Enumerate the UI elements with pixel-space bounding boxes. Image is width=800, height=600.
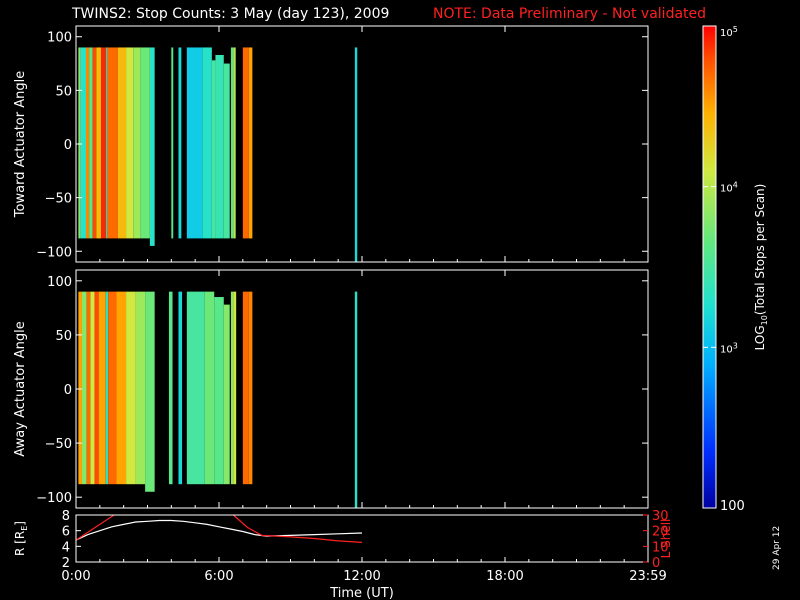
heatmap-cell: [101, 47, 106, 239]
heatmap-cell: [204, 291, 215, 485]
y-tick-label: 4: [62, 540, 70, 555]
heatmap-cell: [168, 291, 173, 485]
chart-title: TWINS2: Stop Counts: 3 May (day 123), 20…: [72, 6, 390, 22]
lshell-line: [76, 515, 115, 541]
heatmap-cell: [140, 47, 150, 239]
heatmap-cell: [354, 291, 358, 508]
lshell-line: [232, 515, 363, 543]
x-tick-label: 18:00: [486, 569, 523, 584]
y2-axis-label: L Shell: [659, 519, 673, 559]
heatmap-cell: [223, 63, 230, 239]
heatmap-cell: [86, 47, 90, 239]
heatmap-cell: [108, 291, 117, 485]
date-stamp: 29 Apr 12: [772, 525, 782, 570]
y-axis-label: R [RE]: [13, 521, 29, 556]
heatmap-cell: [186, 47, 203, 239]
colorbar-gradient: [703, 26, 716, 508]
heatmap-cell: [80, 47, 87, 239]
heatmap-cell: [105, 291, 109, 485]
y2-tick-label: 20: [652, 525, 669, 540]
heatmap-cell: [78, 291, 82, 485]
toward-angle-panel: 100 50 0 −50 −100 Toward Actuator Angle: [13, 25, 649, 263]
colorbar-tick-label: 105: [720, 25, 738, 39]
heatmap-cell: [90, 291, 95, 485]
colorbar: 105 104 103 100 LOG10(Total Stops per Scan): [702, 25, 769, 514]
heatmap-cell: [78, 47, 81, 239]
heatmap-cell: [248, 47, 253, 239]
y-axis-label: Away Actuator Angle: [13, 321, 28, 456]
x-tick-label: 12:00: [343, 569, 380, 584]
x-tick-label: 23:59: [629, 569, 666, 584]
heatmap-cell: [116, 291, 127, 485]
y-tick-label: −100: [36, 245, 72, 260]
radius-line: [76, 519, 363, 541]
heatmap-cell: [126, 291, 136, 485]
away-angle-panel: 100 50 0 −50 −100 Away Actuator Angle: [13, 269, 649, 509]
colorbar-tick-label: 103: [720, 341, 738, 355]
heatmap-cell: [98, 291, 106, 485]
y-tick-label: 8: [62, 509, 70, 524]
heatmap-cell: [178, 291, 183, 485]
y-tick-label: 0: [64, 383, 72, 398]
x-axis-label: Time (UT): [329, 586, 394, 600]
colorbar-tick-label: 100: [720, 499, 745, 514]
heatmap-cell: [106, 47, 118, 239]
heatmap-cell: [105, 47, 108, 239]
y-tick-label: −50: [45, 192, 72, 207]
y2-tick-label: 0: [652, 556, 660, 571]
y-tick-label: 50: [55, 329, 72, 344]
y-tick-label: −100: [36, 491, 72, 506]
y-tick-label: 100: [47, 275, 72, 290]
heatmap-cell: [81, 291, 87, 485]
heatmap-cell: [214, 297, 224, 485]
heatmap-cell: [171, 47, 174, 239]
colorbar-frame: [702, 25, 717, 509]
heatmap-cell: [92, 47, 97, 239]
heatmap-cell: [96, 47, 102, 239]
heatmap-cell: [149, 47, 155, 246]
y-axis-label: Toward Actuator Angle: [13, 71, 28, 218]
heatmap-cell: [233, 47, 236, 239]
heatmap-cell: [126, 47, 134, 239]
heatmap-cell: [186, 291, 205, 485]
x-tick-label: 6:00: [204, 569, 233, 584]
panel-frame: [75, 269, 649, 509]
heatmap-cell: [230, 47, 234, 239]
heatmap-cell: [202, 47, 212, 239]
heatmap-cell: [223, 304, 230, 485]
colorbar-tick-label: 104: [720, 181, 738, 195]
heatmap-cell: [233, 291, 237, 485]
y-tick-label: −50: [45, 437, 72, 452]
heatmap-cell: [94, 291, 99, 485]
panel-frame: [75, 25, 649, 263]
heatmap-cell: [178, 47, 182, 239]
panel-frame: [75, 514, 649, 563]
heatmap-cell: [145, 291, 155, 492]
heatmap-cell: [86, 291, 91, 485]
y2-tick-label: 10: [652, 540, 669, 555]
y-tick-label: 0: [64, 138, 72, 153]
preliminary-note: NOTE: Data Preliminary - Not validated: [433, 6, 707, 22]
heatmap-cell: [242, 291, 249, 485]
heatmap-cell: [242, 47, 249, 239]
heatmap-cell: [211, 60, 216, 239]
heatmap-cell: [248, 291, 253, 485]
y-tick-label: 100: [47, 31, 72, 46]
heatmap-cell: [89, 47, 93, 239]
x-tick-label: 0:00: [61, 569, 90, 584]
heatmap-cell: [230, 291, 234, 485]
heatmap-cell: [133, 47, 141, 239]
colorbar-label: LOG10(Total Stops per Scan): [753, 184, 769, 351]
heatmap-cell: [354, 47, 358, 262]
heatmap-cell: [215, 54, 224, 239]
y-tick-label: 6: [62, 525, 70, 540]
y2-tick-label: 30: [652, 509, 669, 524]
heatmap-cell: [135, 291, 146, 485]
heatmap-cell: [117, 47, 127, 239]
y-tick-label: 50: [55, 84, 72, 99]
y-tick-label: 2: [62, 556, 70, 571]
